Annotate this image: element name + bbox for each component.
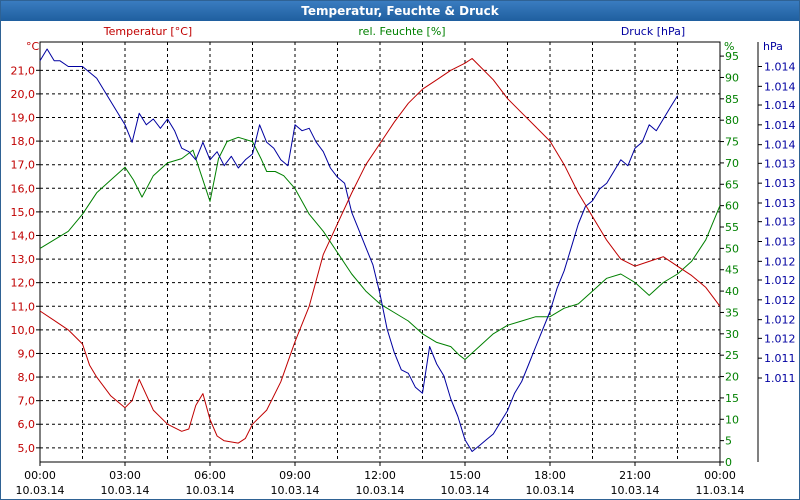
pressure-tick-label: 1.012 — [764, 294, 796, 307]
date-tick-label: 10.03.14 — [611, 484, 660, 497]
pressure-tick-label: 1.011 — [764, 352, 796, 365]
pressure-unit-label: hPa — [763, 40, 783, 53]
temperature-tick-label: 9,0 — [18, 347, 36, 360]
temperature-tick-label: 20,0 — [11, 88, 36, 101]
date-tick-label: 10.03.14 — [186, 484, 235, 497]
temperature-tick-label: 5,0 — [18, 442, 36, 455]
humidity-tick-label: 35 — [725, 306, 739, 319]
date-tick-label: 10.03.14 — [356, 484, 405, 497]
temperature-tick-label: 7,0 — [18, 395, 36, 408]
date-tick-label: 10.03.14 — [101, 484, 150, 497]
humidity-tick-label: 10 — [725, 413, 739, 426]
window-title: Temperatur, Feuchte & Druck — [1, 1, 799, 21]
date-tick-label: 10.03.14 — [16, 484, 65, 497]
pressure-tick-label: 1.014 — [764, 99, 796, 112]
time-tick-label: 18:00 — [534, 469, 566, 482]
temperature-tick-label: 12,0 — [11, 277, 36, 290]
temperature-tick-label: 8,0 — [18, 371, 36, 384]
series — [39, 48, 721, 452]
time-tick-label: 21:00 — [619, 469, 651, 482]
pressure-tick-label: 1.012 — [764, 274, 796, 287]
pressure-tick-label: 1.013 — [764, 236, 796, 249]
humidity-tick-label: 25 — [725, 349, 739, 362]
date-tick-label: 10.03.14 — [441, 484, 490, 497]
time-tick-label: 06:00 — [194, 469, 226, 482]
humidity-tick-label: 0 — [725, 456, 732, 469]
temperature-tick-label: 16,0 — [11, 182, 36, 195]
temperature-tick-label: 6,0 — [18, 418, 36, 431]
humidity-tick-label: 80 — [725, 114, 739, 127]
humidity-tick-label: 60 — [725, 200, 739, 213]
temperature-tick-label: 17,0 — [11, 159, 36, 172]
time-tick-label: 12:00 — [364, 469, 396, 482]
humidity-unit-label: % — [724, 40, 734, 53]
date-tick-label: 11.03.14 — [696, 484, 745, 497]
grid — [40, 42, 720, 462]
pressure-tick-label: 1.014 — [764, 139, 796, 152]
pressure-tick-label: 1.011 — [764, 372, 796, 385]
temperature-tick-label: 19,0 — [11, 112, 36, 125]
temperature-tick-label: 14,0 — [11, 229, 36, 242]
pressure-tick-label: 1.014 — [764, 61, 796, 74]
time-tick-label: 09:00 — [279, 469, 311, 482]
legend: Temperatur [°C] rel. Feuchte [%] Druck [… — [26, 25, 783, 53]
humidity-tick-label: 20 — [725, 371, 739, 384]
date-tick-label: 10.03.14 — [271, 484, 320, 497]
humidity-tick-label: 30 — [725, 328, 739, 341]
legend-humidity: rel. Feuchte [%] — [358, 25, 445, 38]
humidity-tick-label: 5 — [725, 435, 732, 448]
time-tick-label: 00:00 — [24, 469, 56, 482]
humidity-tick-label: 95 — [725, 50, 739, 63]
temperature-tick-label: 21,0 — [11, 64, 36, 77]
pressure-tick-label: 1.012 — [764, 332, 796, 345]
temperature-tick-label: 13,0 — [11, 253, 36, 266]
time-tick-label: 00:00 — [704, 469, 736, 482]
humidity-tick-label: 45 — [725, 264, 739, 277]
temperature-tick-label: 18,0 — [11, 135, 36, 148]
humidity-tick-label: 50 — [725, 242, 739, 255]
time-tick-label: 03:00 — [109, 469, 141, 482]
date-tick-label: 10.03.14 — [526, 484, 575, 497]
legend-temperature: Temperatur [°C] — [103, 25, 192, 38]
humidity-tick-label: 70 — [725, 157, 739, 170]
time-tick-label: 15:00 — [449, 469, 481, 482]
temperature-unit-label: °C — [26, 40, 40, 53]
humidity-tick-label: 40 — [725, 285, 739, 298]
humidity-tick-label: 55 — [725, 221, 739, 234]
tick-labels: 21,0 20,0 19,0 18,0 17,0 16,0 15,0 14,0 13,0 12,0… — [11, 50, 796, 497]
pressure-tick-label: 1.014 — [764, 80, 796, 93]
pressure-tick-label: 1.013 — [764, 157, 796, 170]
humidity-tick-label: 15 — [725, 392, 739, 405]
humidity-tick-label: 75 — [725, 136, 739, 149]
humidity-tick-label: 85 — [725, 93, 739, 106]
pressure-tick-label: 1.012 — [764, 255, 796, 268]
pressure-tick-label: 1.012 — [764, 314, 796, 327]
pressure-series-line — [39, 48, 678, 452]
temperature-series-line — [39, 58, 721, 444]
temperature-tick-label: 11,0 — [11, 300, 36, 313]
humidity-series-line — [39, 136, 721, 360]
temperature-tick-label: 15,0 — [11, 206, 36, 219]
pressure-tick-label: 1.013 — [764, 177, 796, 190]
legend-pressure: Druck [hPa] — [621, 25, 685, 38]
pressure-tick-label: 1.014 — [764, 119, 796, 132]
humidity-tick-label: 90 — [725, 71, 739, 84]
temperature-tick-label: 10,0 — [11, 324, 36, 337]
pressure-tick-label: 1.013 — [764, 216, 796, 229]
humidity-tick-label: 65 — [725, 178, 739, 191]
pressure-tick-label: 1.013 — [764, 197, 796, 210]
